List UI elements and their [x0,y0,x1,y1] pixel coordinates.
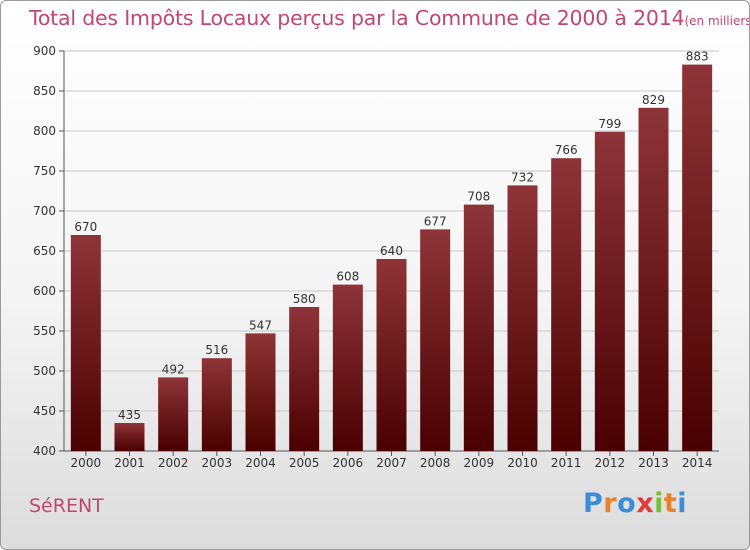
value-label-2006: 608 [336,270,359,284]
value-label-2010: 732 [511,170,534,184]
value-label-2001: 435 [118,408,141,422]
y-tick-label-550: 550 [33,324,56,338]
bar-2003 [201,358,232,451]
proxiti-logo[interactable]: Proxiti [583,488,687,519]
bar-2011 [551,158,582,451]
x-tick-label-2008: 2008 [420,456,451,470]
x-tick-label-2011: 2011 [551,456,582,470]
logo-letter: x [636,488,655,519]
logo-letter: P [583,488,604,519]
bar-2004 [245,333,276,451]
chart-title: Total des Impôts Locaux perçus par la Co… [29,6,750,30]
value-label-2002: 492 [162,362,185,376]
y-tick-label-900: 900 [33,44,56,58]
value-label-2014: 883 [686,50,709,64]
x-tick-label-2002: 2002 [158,456,189,470]
bar-2007 [376,259,407,451]
logo-letter: t [663,488,678,519]
x-tick-label-2012: 2012 [595,456,626,470]
chart-title-text: Total des Impôts Locaux perçus par la Co… [29,6,685,30]
x-tick-label-2001: 2001 [114,456,145,470]
bar-2006 [332,284,363,451]
y-tick-label-500: 500 [33,364,56,378]
x-tick-label-2006: 2006 [333,456,364,470]
logo-letter: o [617,488,637,519]
value-label-2005: 580 [293,292,316,306]
y-tick-label-600: 600 [33,284,56,298]
chart-title-unit: (en milliers d'€) [684,14,750,28]
x-tick-label-2014: 2014 [682,456,713,470]
bar-2002 [158,377,189,451]
y-tick-label-850: 850 [33,84,56,98]
bar-2009 [463,204,494,451]
value-label-2013: 829 [642,93,665,107]
value-label-2009: 708 [467,190,490,204]
y-tick-label-400: 400 [33,444,56,458]
value-label-2008: 677 [424,214,447,228]
labels: 400 450 500 550 600 650 700 750 800 850 900 670 2000… [33,44,712,470]
x-tick-label-2010: 2010 [507,456,538,470]
bar-2001 [114,423,145,451]
x-tick-label-2013: 2013 [638,456,669,470]
bar-2012 [594,131,625,452]
bar-2000 [70,235,101,451]
y-tick-label-750: 750 [33,164,56,178]
y-tick-label-450: 450 [33,404,56,418]
value-label-2007: 640 [380,244,403,258]
x-tick-label-2004: 2004 [245,456,276,470]
logo-letter: i [677,488,688,519]
bar-2013 [638,107,669,452]
logo-letter: r [603,488,618,519]
y-tick-label-700: 700 [33,204,56,218]
y-tick-label-800: 800 [33,124,56,138]
x-tick-label-2003: 2003 [202,456,233,470]
value-label-2012: 799 [598,117,621,131]
logo-letter: i [654,488,664,519]
bar-2010 [507,185,538,451]
value-label-2000: 670 [74,220,97,234]
x-tick-label-2007: 2007 [376,456,407,470]
x-tick-label-2005: 2005 [289,456,320,470]
commune-name: SéRENT [29,495,104,517]
bars [70,64,713,452]
value-label-2011: 766 [555,143,578,157]
x-tick-label-2009: 2009 [464,456,495,470]
value-label-2003: 516 [205,343,228,357]
bar-2014 [682,64,713,451]
y-tick-label-650: 650 [33,244,56,258]
value-label-2004: 547 [249,318,272,332]
bar-2005 [289,307,320,451]
bar-2008 [420,229,451,451]
x-tick-label-2000: 2000 [71,456,102,470]
